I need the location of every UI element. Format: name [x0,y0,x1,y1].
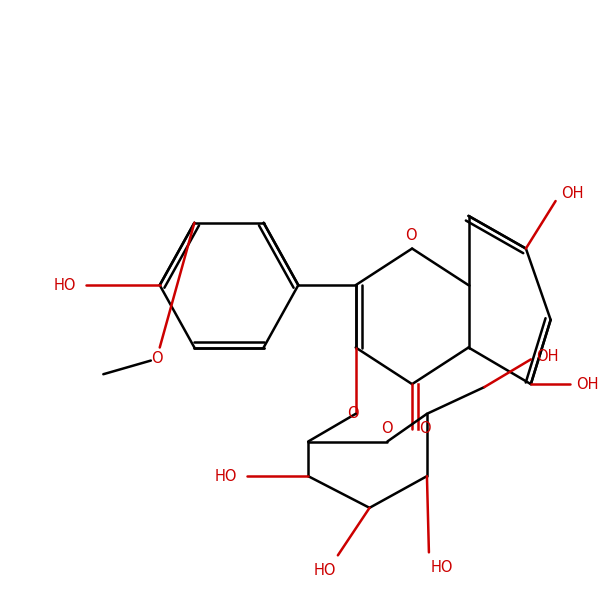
Text: OH: OH [561,187,583,202]
Text: OH: OH [576,377,598,392]
Text: OH: OH [536,349,559,364]
Text: O: O [405,228,417,243]
Text: O: O [419,421,431,436]
Text: HO: HO [314,563,336,578]
Text: HO: HO [53,278,76,293]
Text: O: O [347,406,359,421]
Text: O: O [151,350,163,365]
Text: HO: HO [215,469,237,484]
Text: HO: HO [431,560,453,575]
Text: O: O [382,421,393,436]
